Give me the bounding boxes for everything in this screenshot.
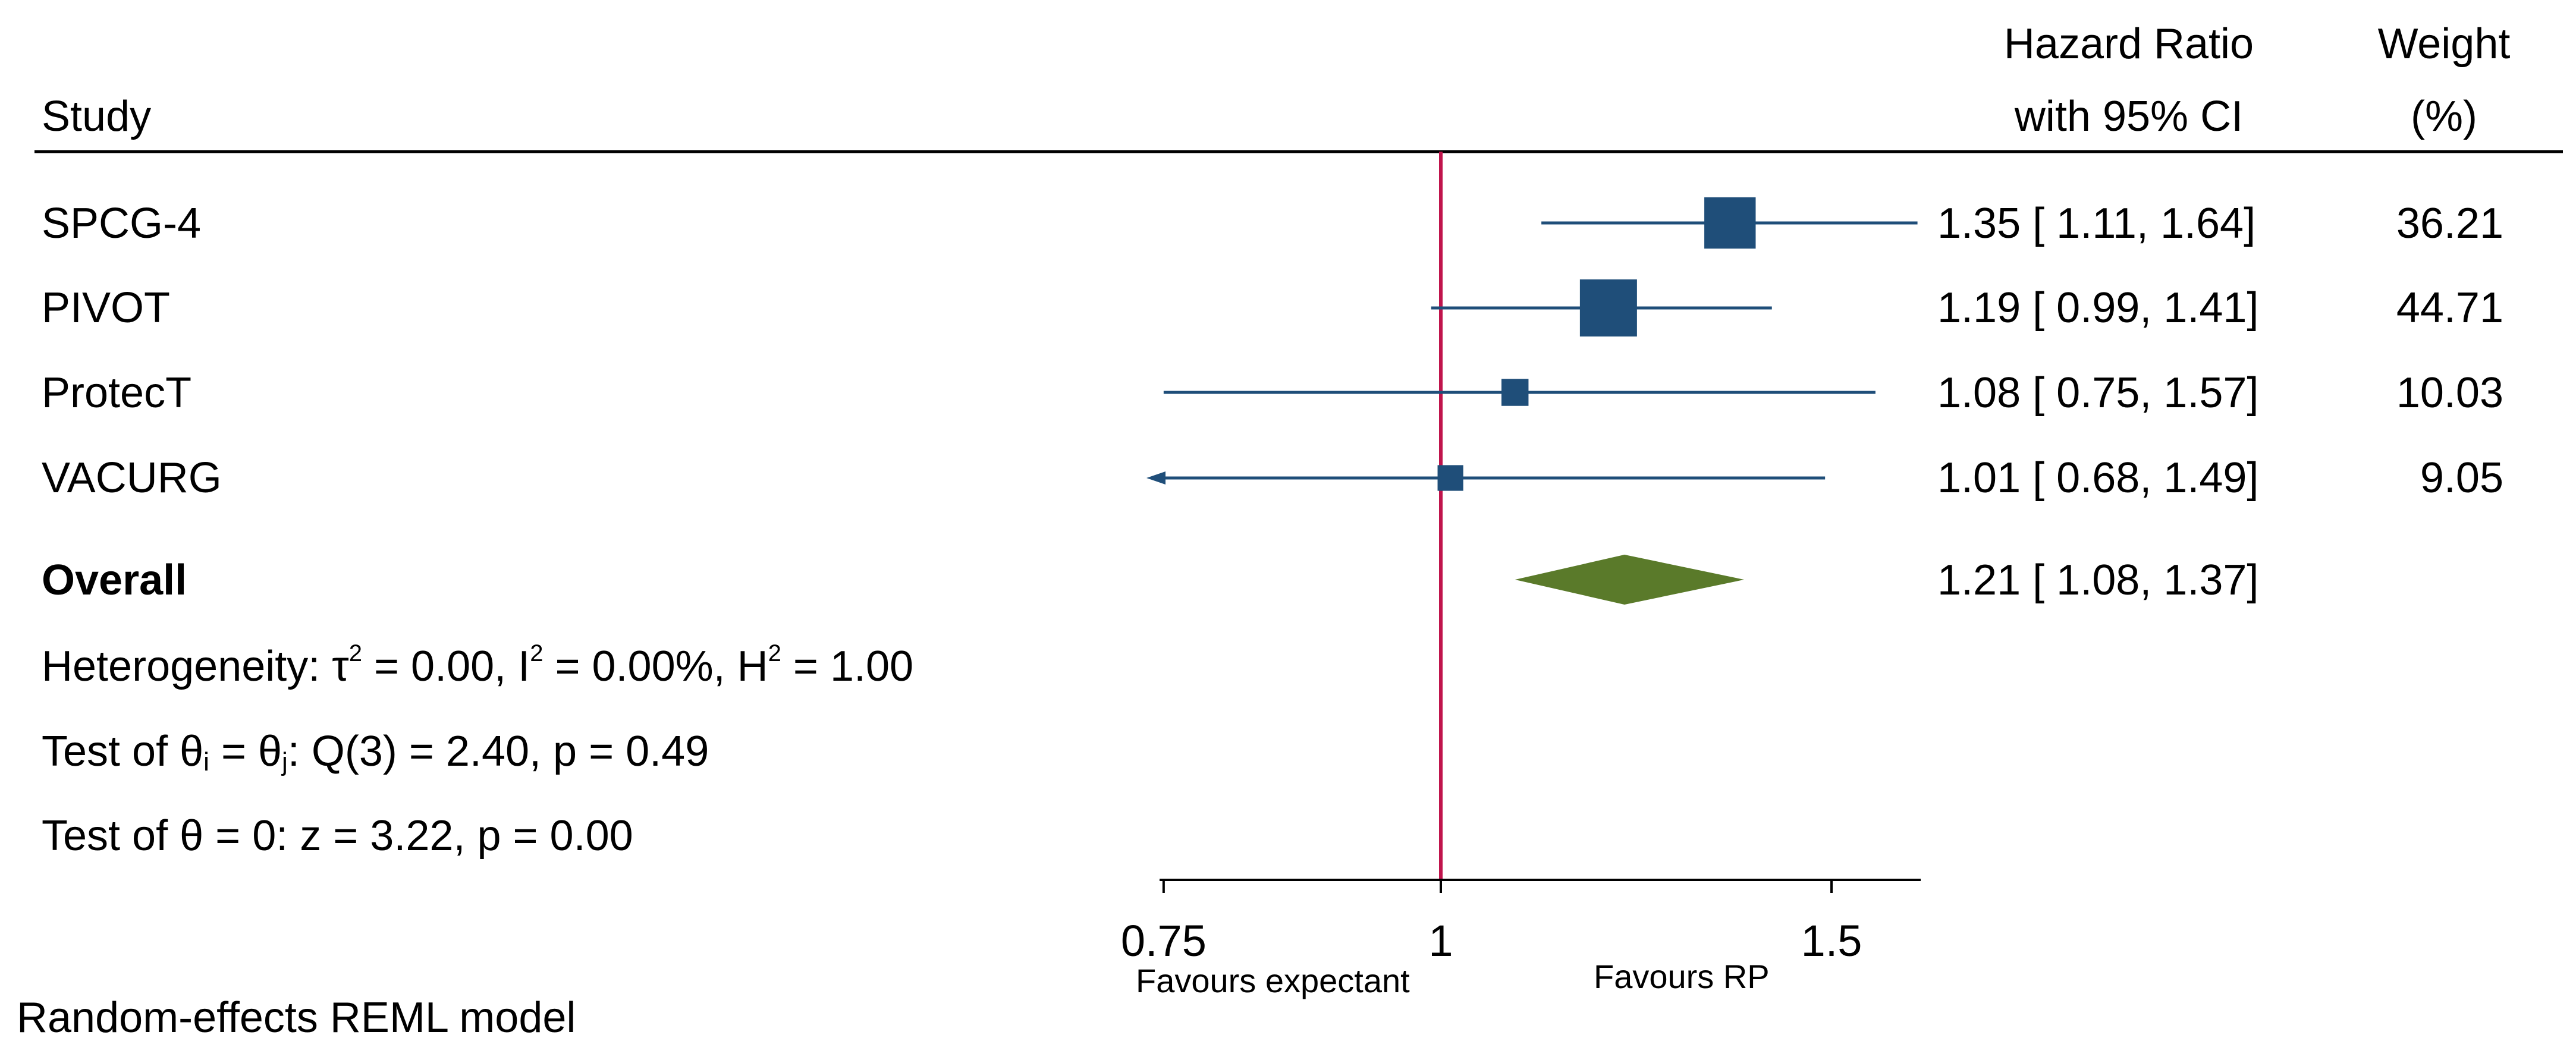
study-effect-marker xyxy=(1437,465,1463,491)
study-hr-ci: 1.01 [ 0.68, 1.49] xyxy=(1937,454,2259,502)
study-hr-ci: 1.19 [ 0.99, 1.41] xyxy=(1937,284,2259,332)
hazard-ratio-header-line2: with 95% CI xyxy=(2014,93,2244,140)
weight-header-line1: Weight xyxy=(2377,20,2511,68)
ci-arrow-left xyxy=(1146,471,1166,485)
hazard-ratio-header-line1: Hazard Ratio xyxy=(2003,20,2254,68)
study-column-header: Study xyxy=(42,93,152,140)
overall-label: Overall xyxy=(42,556,187,604)
x-tick-label: 1.5 xyxy=(1801,916,1862,965)
study-name: SPCG-4 xyxy=(42,200,202,247)
favours-right-label: Favours RP xyxy=(1594,958,1770,995)
x-tick-label: 1 xyxy=(1428,916,1453,965)
study-name: VACURG xyxy=(42,454,222,502)
study-effect-marker xyxy=(1579,279,1637,336)
model-note: Random-effects REML model xyxy=(17,994,576,1042)
overall-hr-ci: 1.21 [ 1.08, 1.37] xyxy=(1937,556,2259,604)
study-hr-ci: 1.08 [ 0.75, 1.57] xyxy=(1937,369,2259,417)
study-weight: 9.05 xyxy=(2420,454,2503,502)
study-effect-marker xyxy=(1704,197,1756,249)
overall-effect-test: Test of θ = 0: z = 3.22, p = 0.00 xyxy=(42,812,633,860)
favours-left-label: Favours expectant xyxy=(1136,962,1410,999)
study-weight: 44.71 xyxy=(2396,284,2503,332)
heterogeneity-stats: Heterogeneity: τ2 = 0.00, I2 = 0.00%, H2… xyxy=(42,640,914,690)
study-weight: 36.21 xyxy=(2396,200,2503,247)
homogeneity-test: Test of θi = θj: Q(3) = 2.40, p = 0.49 xyxy=(42,728,709,776)
study-weight: 10.03 xyxy=(2396,369,2503,417)
overall-diamond xyxy=(1515,555,1745,605)
weight-header-line2: (%) xyxy=(2411,93,2477,140)
x-tick-label: 0.75 xyxy=(1121,916,1207,965)
study-effect-marker xyxy=(1501,379,1529,406)
study-name: PIVOT xyxy=(42,284,171,332)
study-name: ProtecT xyxy=(42,369,192,417)
study-hr-ci: 1.35 [ 1.11, 1.64] xyxy=(1937,200,2256,247)
